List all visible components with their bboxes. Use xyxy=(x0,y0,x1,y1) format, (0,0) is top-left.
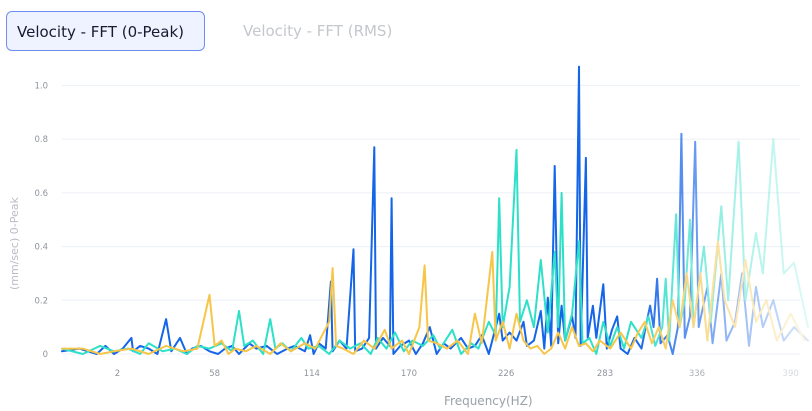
series-line-1 xyxy=(61,65,809,355)
series-lines xyxy=(61,65,809,355)
y-tick-label: 0.6 xyxy=(34,189,48,199)
x-tick-label: 170 xyxy=(401,369,417,379)
x-tick-label: 226 xyxy=(498,369,514,379)
x-tick-label: 58 xyxy=(209,369,220,379)
grid-lines xyxy=(62,84,800,355)
y-tick-label: 0.2 xyxy=(34,296,48,306)
y-axis-ticks: 0 0.2 0.4 0.6 0.8 1.0 xyxy=(34,81,48,360)
fft-velocity-chart: 0 0.2 0.4 0.6 0.8 1.0 2 58 114 170 226 283 336 390 (… xyxy=(8,65,809,408)
x-axis-title: Frequency(HZ) xyxy=(444,394,533,408)
x-tick-label: 283 xyxy=(597,369,613,379)
series-line-3 xyxy=(61,240,806,355)
y-tick-label: 0.4 xyxy=(34,243,48,253)
x-tick-label: 114 xyxy=(304,369,320,379)
x-tick-label: 336 xyxy=(689,369,705,379)
y-tick-label: 1.0 xyxy=(34,81,48,91)
x-tick-label: 390 xyxy=(783,369,799,379)
y-tick-label: 0 xyxy=(43,350,48,360)
y-tick-label: 0.8 xyxy=(34,135,48,145)
y-axis-title: (mm/sec) 0-Peak xyxy=(8,197,21,290)
x-axis-ticks: 2 58 114 170 226 283 336 390 xyxy=(115,369,799,379)
tab-velocity-fft-0-peak[interactable]: Velocity - FFT (0-Peak) xyxy=(6,11,205,51)
tab-bar: Velocity - FFT (0-Peak) Velocity - FFT (… xyxy=(0,0,812,62)
x-tick-label: 2 xyxy=(115,369,120,379)
tab-velocity-fft-rms[interactable]: Velocity - FFT (RMS) xyxy=(243,22,393,40)
